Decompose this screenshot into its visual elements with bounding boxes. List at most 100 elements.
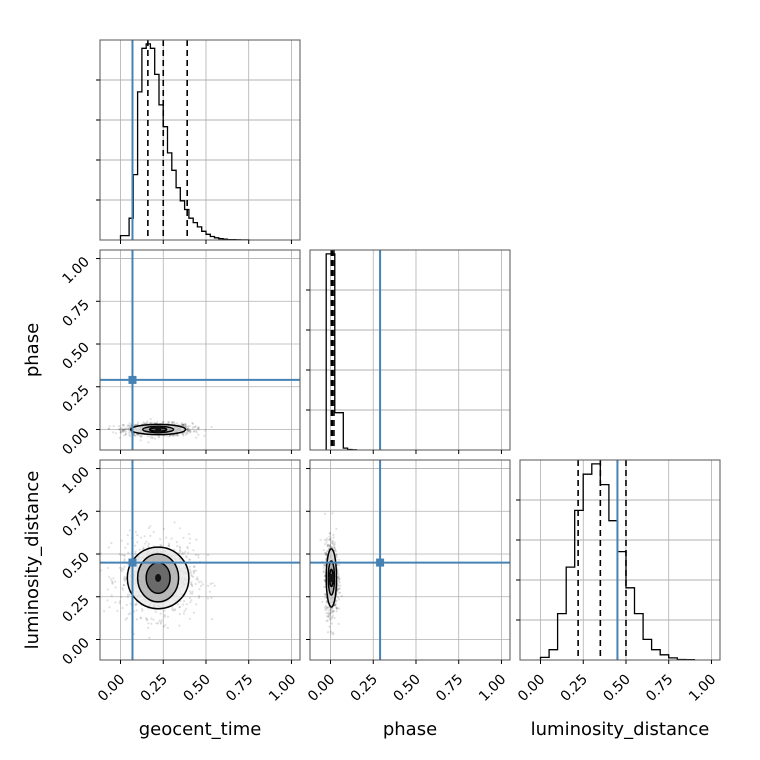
sample-point (195, 431, 198, 434)
sample-point (196, 427, 199, 430)
sample-point (144, 422, 147, 425)
sample-point (188, 429, 191, 432)
sample-point (337, 585, 340, 588)
sample-point (324, 553, 327, 556)
sample-point (323, 538, 326, 542)
sample-point (325, 541, 328, 544)
sample-point (152, 618, 155, 621)
sample-point (145, 540, 148, 543)
x-tick-label: 1.00 (686, 672, 719, 705)
sample-point (146, 618, 149, 621)
sample-point (167, 542, 171, 546)
sample-point (197, 433, 200, 436)
sample-point (323, 575, 326, 578)
sample-point (120, 427, 123, 430)
sample-point (134, 603, 137, 606)
sample-point (340, 594, 343, 598)
sample-point (178, 549, 181, 552)
sample-point (139, 435, 142, 438)
sample-point (211, 582, 214, 585)
sample-point (141, 547, 145, 550)
sample-point (330, 622, 333, 625)
sample-point (188, 568, 191, 571)
sample-point (338, 587, 341, 590)
sample-point (173, 609, 176, 612)
sample-point (191, 422, 194, 425)
sample-point (167, 421, 171, 424)
sample-point (162, 625, 165, 628)
sample-point (153, 437, 156, 440)
sample-point (119, 429, 122, 432)
sample-point (327, 614, 330, 617)
sample-point (193, 425, 197, 429)
sample-point (206, 597, 209, 600)
sample-point (336, 588, 340, 591)
sample-point (127, 427, 130, 430)
sample-point (85, 574, 87, 576)
sample-point (167, 544, 170, 548)
sample-point (127, 427, 130, 430)
sample-point (135, 603, 138, 606)
sample-point (108, 576, 111, 579)
sample-point (149, 534, 152, 538)
sample-point (147, 441, 150, 444)
sample-point (325, 600, 328, 604)
sample-point (106, 588, 109, 591)
sample-point (180, 422, 183, 425)
sample-point (128, 422, 131, 425)
x-tick-label: 0.75 (223, 672, 256, 705)
y-tick-label: 0.50 (59, 550, 92, 583)
sample-point (120, 553, 123, 557)
sample-point (333, 616, 336, 620)
sample-point (319, 538, 322, 542)
sample-point (133, 434, 136, 437)
sample-point (332, 614, 335, 617)
sample-point (203, 434, 206, 437)
sample-point (335, 610, 338, 613)
sample-point (173, 421, 176, 424)
sample-point (139, 616, 142, 619)
sample-point (121, 587, 124, 590)
sample-point (193, 569, 196, 572)
sample-point (328, 544, 332, 547)
sample-point (188, 558, 191, 561)
sample-point (328, 544, 331, 548)
sample-point (183, 599, 186, 603)
sample-point (167, 435, 170, 438)
sample-point (323, 551, 327, 554)
sample-point (148, 526, 151, 530)
sample-point (107, 566, 110, 570)
sample-point (123, 428, 126, 431)
sample-point (330, 608, 333, 611)
sample-point (134, 423, 137, 426)
sample-point (188, 533, 191, 536)
sample-point (324, 608, 327, 612)
sample-point (185, 431, 188, 434)
sample-point (335, 607, 338, 610)
sample-point (176, 434, 180, 437)
sample-point (106, 599, 109, 602)
sample-point (123, 434, 126, 437)
sample-point (339, 591, 342, 594)
sample-point (186, 432, 189, 435)
sample-point (329, 537, 332, 540)
sample-point (192, 611, 195, 614)
sample-point (326, 544, 329, 547)
sample-point (125, 603, 128, 607)
sample-point (182, 433, 185, 436)
sample-point (124, 546, 127, 549)
sample-point (182, 423, 185, 426)
sample-point (211, 618, 214, 621)
sample-point (195, 538, 198, 541)
sample-point (207, 553, 210, 557)
sample-point (158, 619, 161, 622)
sample-point (159, 621, 162, 624)
sample-point (159, 622, 162, 625)
sample-point (324, 593, 327, 596)
sample-point (324, 604, 327, 607)
sample-point (133, 423, 136, 426)
sample-point (324, 563, 327, 566)
sample-point (187, 551, 190, 554)
sample-point (123, 554, 126, 557)
